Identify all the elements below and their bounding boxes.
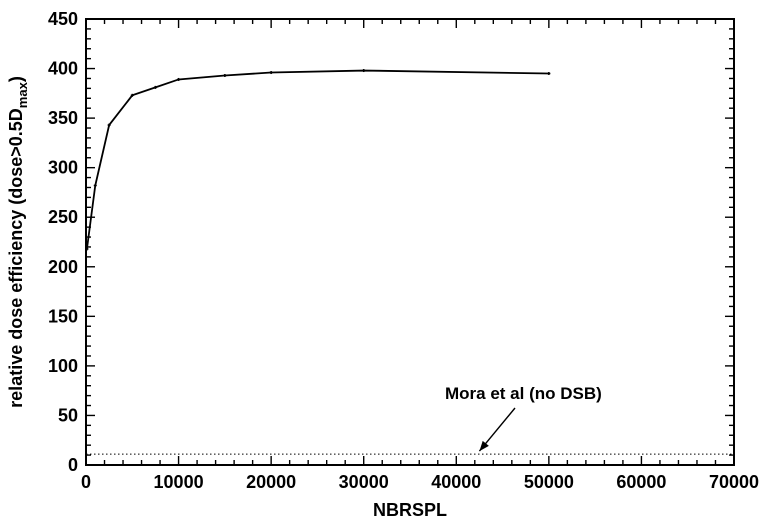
y-tick-label: 300	[48, 158, 78, 178]
y-tick-label: 200	[48, 257, 78, 277]
x-tick-label: 0	[81, 472, 91, 492]
x-tick-label: 20000	[246, 472, 296, 492]
annotation-arrowhead	[479, 440, 489, 452]
y-tick-label: 0	[68, 455, 78, 475]
series-layer	[85, 69, 551, 251]
y-axis-title-close: )	[6, 76, 26, 82]
series-line	[86, 69, 549, 250]
tick-label-layer: 0 10000 20000 30000 40000 50000 60000 70000 0 50 1…	[48, 9, 759, 492]
y-axis-title-main: relative dose efficiency (dose>0.5D	[6, 108, 26, 408]
y-tick-label: 100	[48, 356, 78, 376]
y-tick-label: 150	[48, 306, 78, 326]
y-tick-label: 250	[48, 207, 78, 227]
x-tick-label: 40000	[431, 472, 481, 492]
y-tick-label: 400	[48, 59, 78, 79]
annotation-label: Mora et al (no DSB)	[445, 384, 602, 403]
y-tick-label: 50	[58, 405, 78, 425]
y-tick-label: 450	[48, 9, 78, 29]
x-axis-title: NBRSPL	[373, 500, 447, 520]
plot-frame	[85, 18, 735, 466]
x-tick-label: 10000	[154, 472, 204, 492]
x-tick-label: 70000	[709, 472, 759, 492]
y-axis-title: relative dose efficiency (dose>0.5Dmax)	[6, 76, 30, 408]
y-tick-label: 350	[48, 108, 78, 128]
tick-layer	[85, 18, 735, 466]
x-tick-label: 50000	[524, 472, 574, 492]
x-tick-label: 60000	[616, 472, 666, 492]
y-axis-title-subscript: max	[15, 81, 30, 108]
x-tick-label: 30000	[339, 472, 389, 492]
